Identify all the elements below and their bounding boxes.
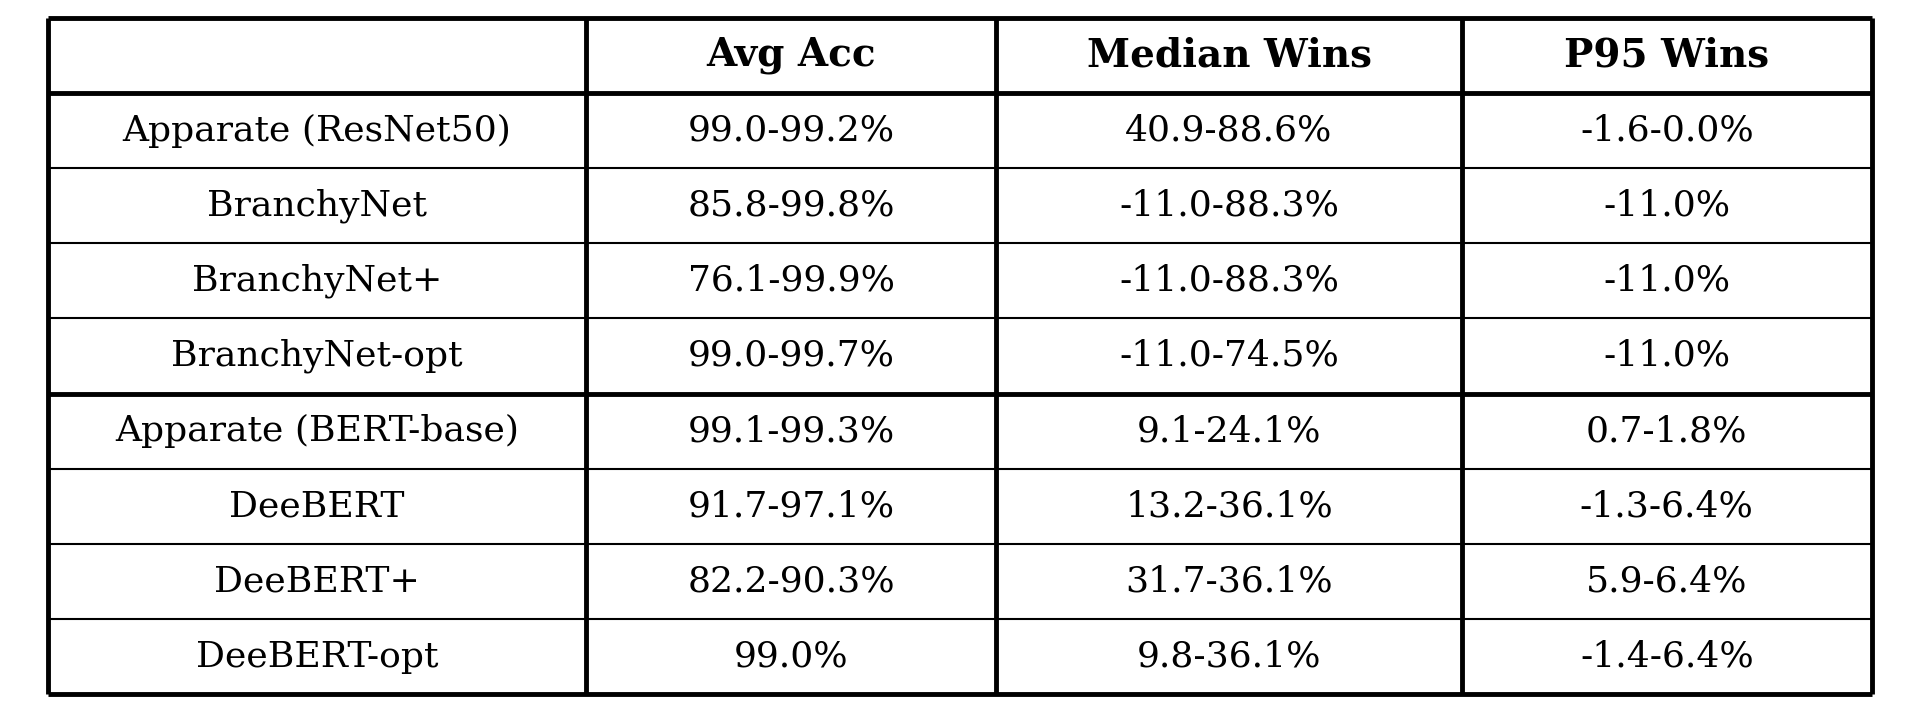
- Text: 99.1-99.3%: 99.1-99.3%: [687, 414, 895, 448]
- Text: 99.0-99.7%: 99.0-99.7%: [687, 339, 895, 373]
- Text: DeeBERT+: DeeBERT+: [215, 565, 420, 599]
- Text: DeeBERT-opt: DeeBERT-opt: [196, 639, 438, 674]
- Text: -11.0-88.3%: -11.0-88.3%: [1119, 264, 1338, 298]
- Text: -11.0-88.3%: -11.0-88.3%: [1119, 189, 1338, 223]
- Text: -11.0%: -11.0%: [1603, 264, 1730, 298]
- Text: -1.6-0.0%: -1.6-0.0%: [1580, 113, 1753, 147]
- Text: BranchyNet-opt: BranchyNet-opt: [171, 339, 463, 373]
- Text: 85.8-99.8%: 85.8-99.8%: [687, 189, 895, 223]
- Text: -11.0-74.5%: -11.0-74.5%: [1119, 339, 1338, 373]
- Text: -1.3-6.4%: -1.3-6.4%: [1580, 489, 1753, 523]
- Text: 13.2-36.1%: 13.2-36.1%: [1125, 489, 1332, 523]
- Text: Avg Acc: Avg Acc: [707, 36, 876, 74]
- Text: BranchyNet+: BranchyNet+: [192, 263, 442, 298]
- Text: 9.8-36.1%: 9.8-36.1%: [1137, 639, 1321, 674]
- Text: 9.1-24.1%: 9.1-24.1%: [1137, 414, 1321, 448]
- Text: 99.0-99.2%: 99.0-99.2%: [687, 113, 895, 147]
- Text: 5.9-6.4%: 5.9-6.4%: [1586, 565, 1747, 599]
- Text: -11.0%: -11.0%: [1603, 339, 1730, 373]
- Text: 91.7-97.1%: 91.7-97.1%: [687, 489, 895, 523]
- Text: 82.2-90.3%: 82.2-90.3%: [687, 565, 895, 599]
- Text: DeeBERT: DeeBERT: [228, 489, 405, 523]
- Text: BranchyNet: BranchyNet: [207, 189, 426, 223]
- Text: 99.0%: 99.0%: [733, 639, 849, 674]
- Text: 31.7-36.1%: 31.7-36.1%: [1125, 565, 1332, 599]
- Text: P95 Wins: P95 Wins: [1565, 36, 1770, 74]
- Text: Apparate (ResNet50): Apparate (ResNet50): [123, 113, 511, 147]
- Text: -1.4-6.4%: -1.4-6.4%: [1580, 639, 1753, 674]
- Text: Median Wins: Median Wins: [1087, 36, 1371, 74]
- Text: 0.7-1.8%: 0.7-1.8%: [1586, 414, 1747, 448]
- Text: Apparate (BERT-base): Apparate (BERT-base): [115, 414, 518, 448]
- Text: 40.9-88.6%: 40.9-88.6%: [1125, 113, 1332, 147]
- Text: 76.1-99.9%: 76.1-99.9%: [687, 264, 895, 298]
- Text: -11.0%: -11.0%: [1603, 189, 1730, 223]
